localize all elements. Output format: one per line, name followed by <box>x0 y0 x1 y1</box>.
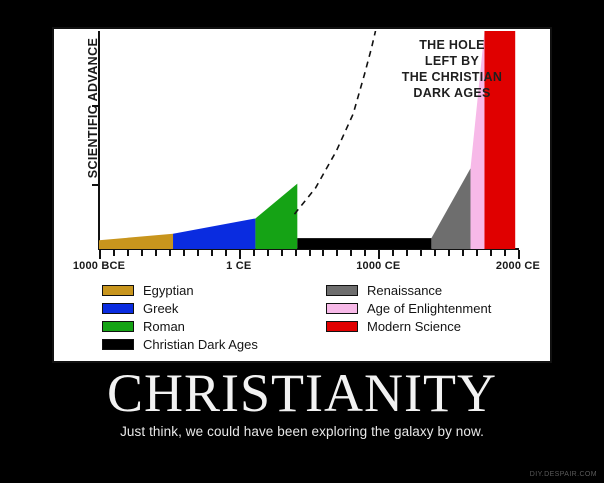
x-axis-minor-tick <box>182 250 185 256</box>
x-axis-minor-tick <box>210 250 213 256</box>
x-axis-minor-tick <box>224 250 227 256</box>
x-axis-minor-tick <box>434 250 437 256</box>
legend-label: Egyptian <box>143 282 194 298</box>
x-axis-minor-tick <box>168 250 171 256</box>
x-axis-minor-tick <box>462 250 465 256</box>
scientific-advance-chart: SCIENTIFIC ADVANCE 1000 BCE 1 CE 1000 CE 20… <box>54 29 550 277</box>
x-axis-minor-tick <box>154 250 157 256</box>
x-axis-tick-label: 1000 BCE <box>72 260 126 272</box>
x-axis-major-tick <box>99 250 101 259</box>
legend-label: Christian Dark Ages <box>143 336 258 352</box>
area-segment <box>484 31 516 249</box>
area-segment <box>297 238 432 249</box>
plot-area <box>99 31 518 249</box>
area-segment <box>173 218 256 249</box>
legend-swatch <box>102 338 134 350</box>
x-axis-minor-tick <box>350 250 353 256</box>
annotation-line: DARK AGES <box>413 86 491 100</box>
legend-label: Greek <box>143 300 179 316</box>
y-axis-line <box>98 31 100 250</box>
x-axis-major-tick <box>238 250 241 259</box>
legend-item: Renaissance <box>326 281 491 299</box>
poster-title: CHRISTIANITY <box>107 363 497 423</box>
x-axis-minor-tick <box>504 250 507 256</box>
x-axis-minor-tick <box>448 250 451 256</box>
legend-swatch <box>102 302 134 314</box>
legend-swatch <box>326 302 358 314</box>
x-axis-minor-tick <box>126 250 129 256</box>
y-axis-tick <box>92 183 99 186</box>
x-axis-minor-tick <box>406 250 409 256</box>
x-axis-tick-label: 2000 CE <box>495 260 541 272</box>
legend-column-left: Egyptian Greek Roman Christian Dark Ages <box>102 281 258 353</box>
x-axis-minor-tick <box>280 250 283 256</box>
area-segment <box>255 183 298 249</box>
watermark: DIY.DESPAIR.COM <box>529 471 597 478</box>
x-axis-minor-tick <box>112 250 115 256</box>
annotation-line: THE HOLE <box>419 38 485 52</box>
legend-item: Roman <box>102 317 258 335</box>
x-axis-minor-tick <box>252 250 255 256</box>
legend-label: Roman <box>143 318 185 334</box>
legend-item: Modern Science <box>326 317 491 335</box>
x-axis-minor-tick <box>336 250 339 256</box>
chart-svg <box>99 31 516 249</box>
legend-item: Greek <box>102 299 258 317</box>
area-segment <box>470 31 485 249</box>
legend-label: Modern Science <box>367 318 461 334</box>
y-axis-tick <box>92 105 99 108</box>
legend-column-right: Renaissance Age of Enlightenment Modern Sc… <box>326 281 491 335</box>
counterfactual-dashed-curve <box>293 31 377 215</box>
x-axis-minor-tick <box>308 250 311 256</box>
poster-subtitle: Just think, we could have been exploring… <box>120 424 484 439</box>
dark-ages-hole-annotation: THE HOLE LEFT BY THE CHRISTIAN DARK AGES <box>372 37 532 101</box>
legend-swatch <box>102 320 134 332</box>
legend-swatch <box>102 284 134 296</box>
area-segment <box>431 168 471 249</box>
annotation-line: THE CHRISTIAN <box>401 70 503 84</box>
x-axis-minor-tick <box>196 250 199 256</box>
legend-item: Age of Enlightenment <box>326 299 491 317</box>
x-axis-minor-tick <box>140 250 143 256</box>
x-axis-major-tick <box>378 250 381 259</box>
x-axis-minor-tick <box>266 250 269 256</box>
x-axis-minor-tick <box>322 250 325 256</box>
legend-item: Egyptian <box>102 281 258 299</box>
x-axis-tick-label: 1000 CE <box>356 260 401 272</box>
chart-frame-inner: SCIENTIFIC ADVANCE 1000 BCE 1 CE 1000 CE 20… <box>54 29 550 361</box>
legend-label: Renaissance <box>367 282 443 298</box>
x-axis-minor-tick <box>364 250 367 256</box>
legend-item: Christian Dark Ages <box>102 335 258 353</box>
chart-frame: SCIENTIFIC ADVANCE 1000 BCE 1 CE 1000 CE 20… <box>52 27 552 363</box>
chart-legend: Egyptian Greek Roman Christian Dark Ages Re… <box>98 281 548 355</box>
x-axis-minor-tick <box>392 250 395 256</box>
x-axis-minor-tick <box>294 250 297 256</box>
x-axis-minor-tick <box>490 250 493 256</box>
x-axis-minor-tick <box>420 250 423 256</box>
area-segment <box>99 233 174 249</box>
x-axis-minor-tick <box>476 250 479 256</box>
x-axis-tick-label: 1 CE <box>226 260 252 272</box>
x-axis-major-tick <box>518 250 520 259</box>
legend-swatch <box>326 284 358 296</box>
annotation-line: LEFT BY <box>424 54 480 68</box>
x-axis-line <box>98 248 519 250</box>
legend-label: Age of Enlightenment <box>367 300 492 316</box>
legend-swatch <box>326 320 358 332</box>
